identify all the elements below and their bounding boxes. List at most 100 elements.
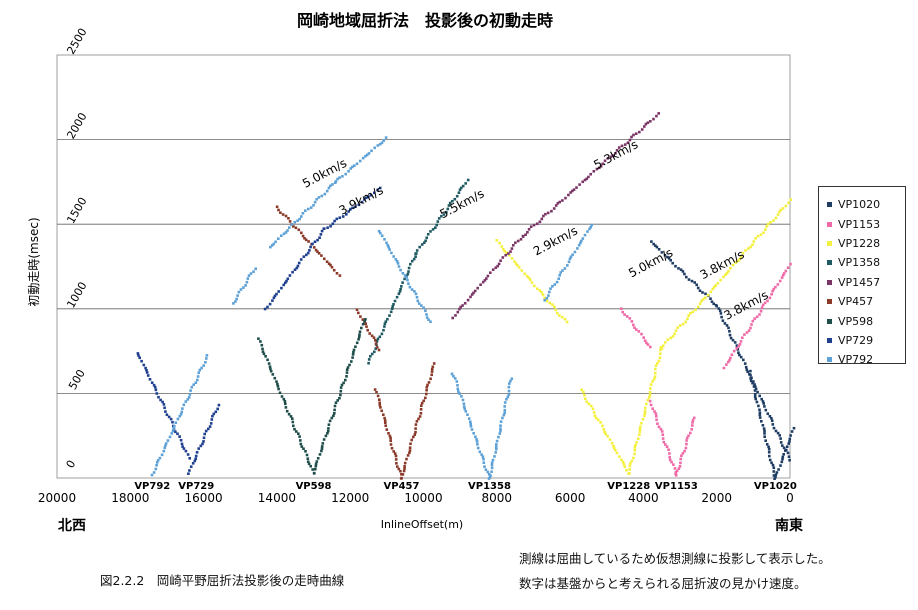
data-point [566,264,569,267]
legend-item: VP1228 [827,234,905,253]
data-point [209,422,213,425]
data-point [643,409,647,413]
data-point [399,268,402,272]
data-point [671,335,675,338]
data-point [261,350,265,353]
data-point [416,299,420,303]
vp-label: VP1153 [655,481,698,492]
data-point [469,420,472,424]
data-point [729,356,732,360]
data-point [782,446,786,450]
data-point [197,371,200,375]
data-point [558,314,561,317]
data-point [383,322,387,326]
data-point [759,309,763,313]
data-point [407,282,410,285]
data-point [482,457,485,461]
data-point [686,317,689,321]
data-point [344,378,347,382]
data-point [612,446,616,450]
data-point [246,277,250,280]
data-point [535,222,539,226]
data-point [275,205,279,209]
data-point [470,428,474,431]
data-point [653,375,657,378]
data-point [754,237,757,240]
data-point [711,287,715,291]
y-axis-label: 初動走時(msec) [27,217,41,306]
data-point [276,384,280,388]
x-tick-label: 4000 [628,491,659,505]
data-point [494,266,498,269]
data-point [694,308,697,312]
data-point [655,418,658,422]
x-tick-label: 6000 [555,491,586,505]
data-point [516,239,520,243]
data-point [753,383,756,386]
data-point [557,277,560,280]
velocity-label: 5.0km/s [626,246,675,281]
data-point [403,461,407,465]
data-point [670,460,673,464]
data-point [486,274,490,278]
data-point [364,154,367,158]
data-point [499,424,502,427]
data-point [560,315,564,319]
data-point [455,380,459,383]
data-point [373,388,377,391]
data-point [691,424,694,427]
data-point [378,401,381,405]
data-point [779,208,783,212]
data-point [668,455,671,459]
data-point [460,395,463,398]
data-point [514,262,518,265]
data-point [679,457,682,461]
data-point [234,300,237,303]
data-point [163,406,166,410]
data-point [164,442,168,445]
data-point [407,266,411,270]
data-point [167,415,171,419]
data-point [351,353,355,356]
legend-item: VP1457 [827,273,905,292]
data-point [601,162,604,166]
data-point [569,255,573,259]
data-point [510,257,514,260]
data-point [660,430,664,433]
data-point [763,435,766,438]
data-point [418,245,421,249]
data-point [305,253,308,257]
data-point [690,428,693,431]
data-point [639,425,642,429]
data-point [589,225,592,229]
data-point [309,245,312,249]
data-point [338,396,341,400]
data-point [776,431,780,435]
data-point [577,243,581,247]
data-point [200,366,203,370]
data-point [414,430,417,434]
data-point [300,215,303,218]
legend-swatch [827,260,832,266]
data-point [216,407,219,411]
data-point [772,470,776,473]
data-point [568,257,572,261]
series-vp1457 [451,112,660,320]
data-point [194,457,197,461]
data-point [742,358,745,362]
data-point [332,414,335,418]
legend-label: VP729 [838,333,874,347]
data-point [299,442,303,446]
data-point [384,421,387,424]
data-point [774,475,777,479]
data-point [762,427,766,430]
data-point [388,434,392,438]
data-point [485,277,488,280]
data-point [716,282,720,285]
data-point [620,144,624,148]
data-point [292,424,295,428]
data-point [749,369,752,373]
data-point [186,398,190,401]
data-point [361,318,365,321]
